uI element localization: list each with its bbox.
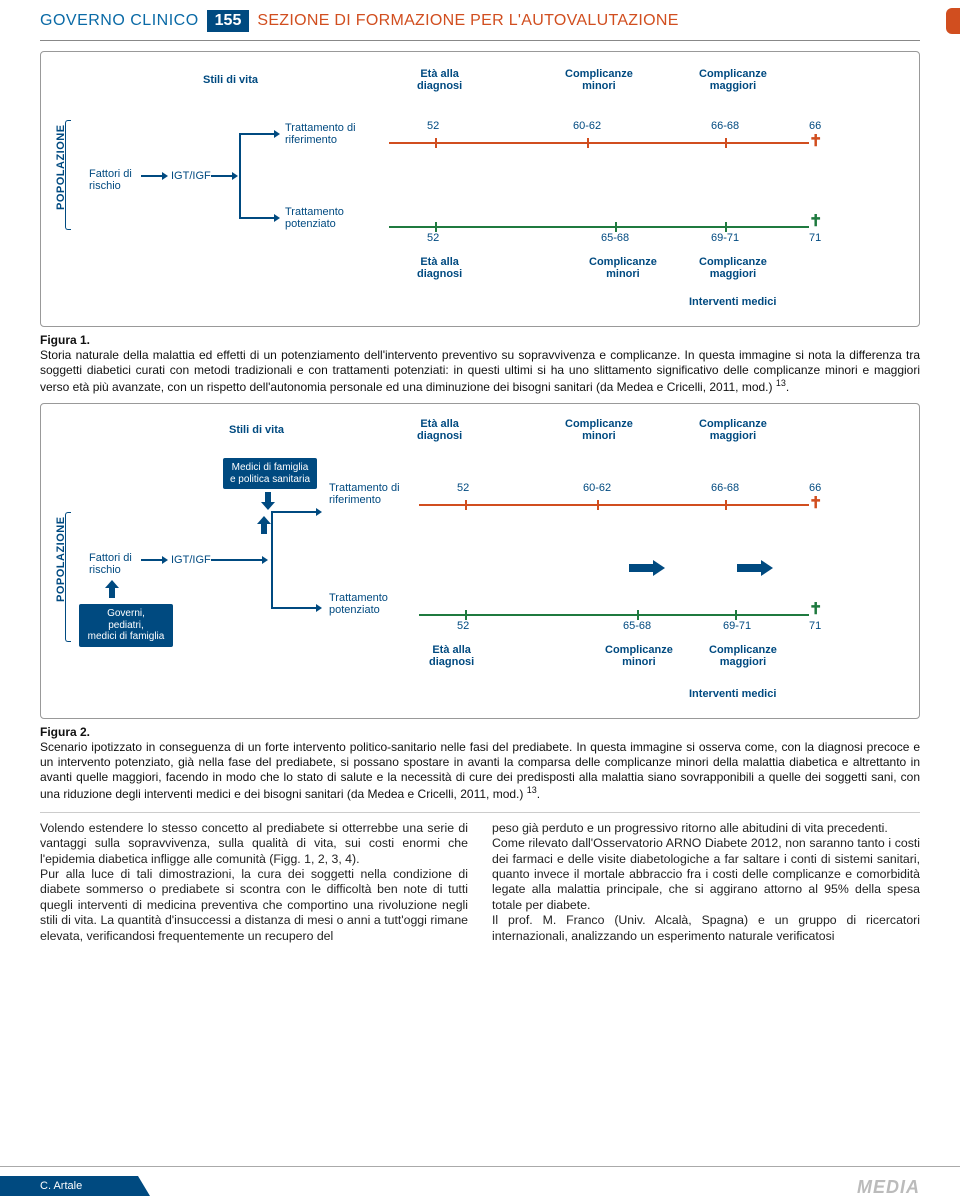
fig1-compmin-bot: Complicanze minori — [589, 256, 657, 280]
fig2-medici-box: Medici di famiglia e politica sanitaria — [223, 458, 317, 489]
fig2-fattori: Fattori di rischio — [89, 552, 132, 576]
body-col-1: Volendo estendere lo stesso concetto al … — [40, 821, 468, 944]
fig2-cross-top: ✝ — [809, 496, 822, 512]
fig2-tratt-rif: Trattamento di riferimento — [329, 482, 400, 506]
fig2-big-arrow-1 — [629, 560, 665, 576]
fig2-tratt-pot: Trattamento potenziato — [329, 592, 388, 616]
fig2-bracket — [65, 512, 71, 642]
figure-1-caption: Figura 1. Storia naturale della malattia… — [40, 333, 920, 395]
figure-2-diagram: POPOLAZIONE Stili di vita Età alla diagn… — [49, 412, 911, 712]
fig1-igt: IGT/IGF — [171, 170, 211, 182]
fig2-governi-box: Governi, pediatri, medici di famiglia — [79, 604, 173, 647]
fig2-timeline-pot — [419, 614, 809, 616]
fig2-uparrow-fattori — [105, 580, 119, 598]
header-rule — [40, 40, 920, 41]
header-left: GOVERNO CLINICO — [40, 12, 199, 30]
footer-logo: MEDIA — [857, 1177, 920, 1198]
fig1-eta-bot: Età alla diagnosi — [417, 256, 462, 280]
body-col-2: peso già perduto e un progressivo ritorn… — [492, 821, 920, 944]
fig2-stili: Stili di vita — [229, 424, 284, 436]
fig2-compmin-bot: Complicanze minori — [605, 644, 673, 668]
figure-2-box: POPOLAZIONE Stili di vita Età alla diagn… — [40, 403, 920, 719]
page-number: 155 — [207, 10, 250, 32]
fig1-bracket — [65, 120, 71, 230]
body-text: Volendo estendere lo stesso concetto al … — [40, 821, 920, 944]
fig2-big-arrow-2 — [737, 560, 773, 576]
fig2-interventi: Interventi medici — [689, 688, 776, 700]
fig1-tratt-pot: Trattamento potenziato — [285, 206, 344, 230]
fig2-eta-bot: Età alla diagnosi — [429, 644, 474, 668]
fig1-compmag-top: Complicanze maggiori — [699, 68, 767, 92]
fig2-compmag-bot: Complicanze maggiori — [709, 644, 777, 668]
fig1-eta-top: Età alla diagnosi — [417, 68, 462, 92]
side-tab — [946, 8, 960, 34]
fig2-igt: IGT/IGF — [171, 554, 211, 566]
figure-2-caption: Figura 2. Scenario ipotizzato in consegu… — [40, 725, 920, 802]
fig1-cross-bot: ✝ — [809, 214, 822, 230]
fig1-timeline-rif — [389, 142, 809, 144]
page-footer: C. Artale MEDIA — [0, 1166, 960, 1202]
fig2-timeline-rif — [419, 504, 809, 506]
fig1-interventi: Interventi medici — [689, 296, 776, 308]
fig1-cross-top: ✝ — [809, 134, 822, 150]
figure-1-diagram: POPOLAZIONE Fattori di rischio IGT/IGF — [49, 60, 911, 320]
fig1-compmag-bot: Complicanze maggiori — [699, 256, 767, 280]
fig1-compmin-top: Complicanze minori — [565, 68, 633, 92]
footer-author: C. Artale — [0, 1176, 150, 1196]
fig2-compmin-top: Complicanze minori — [565, 418, 633, 442]
fig1-stili: Stili di vita — [203, 74, 258, 86]
fig2-cross-bot: ✝ — [809, 602, 822, 618]
fig1-tratt-rif: Trattamento di riferimento — [285, 122, 356, 146]
fig1-timeline-pot — [389, 226, 809, 228]
page-header: GOVERNO CLINICO 155 SEZIONE DI FORMAZION… — [0, 0, 960, 38]
figure-1-box: POPOLAZIONE Fattori di rischio IGT/IGF — [40, 51, 920, 327]
header-right: SEZIONE DI FORMAZIONE PER L'AUTOVALUTAZI… — [257, 12, 678, 30]
fig2-eta-top: Età alla diagnosi — [417, 418, 462, 442]
fig1-fattori: Fattori di rischio — [89, 168, 132, 192]
fig2-compmag-top: Complicanze maggiori — [699, 418, 767, 442]
